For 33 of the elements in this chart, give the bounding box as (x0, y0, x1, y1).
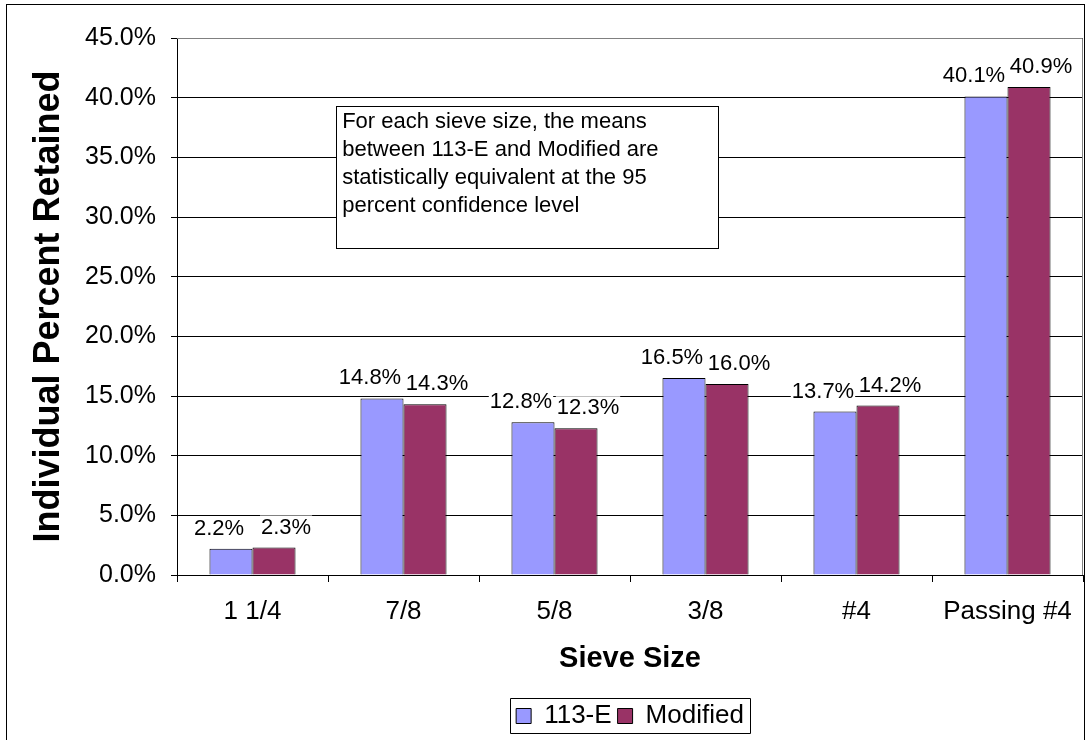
data-label: 16.0% (707, 350, 771, 376)
data-label: 14.3% (405, 370, 469, 396)
y-axis-title: Individual Percent Retained (25, 70, 67, 543)
data-label: 13.7% (791, 377, 855, 403)
y-tick-label: 45.0% (85, 21, 156, 50)
x-tick-label: 5/8 (536, 594, 573, 625)
legend-label: Modified (645, 699, 744, 730)
y-tick-label: 10.0% (85, 439, 156, 468)
data-label: 40.1% (942, 62, 1006, 88)
x-tick-label: 1 1/4 (223, 594, 282, 625)
x-tick-label: Passing #4 (943, 594, 1072, 625)
y-tick-label: 25.0% (85, 260, 156, 289)
x-tick-label: 7/8 (385, 594, 422, 625)
x-tick-label: #4 (842, 594, 871, 625)
x-axis-title: Sieve Size (559, 640, 701, 673)
y-tick-label: 20.0% (85, 320, 156, 349)
data-label: 2.3% (260, 513, 312, 539)
data-label: 2.2% (193, 514, 245, 540)
data-label: 14.2% (858, 371, 922, 397)
data-label: 12.3% (556, 394, 620, 420)
data-label: 14.8% (338, 364, 402, 390)
y-tick-label: 15.0% (85, 379, 156, 408)
y-tick-label: 30.0% (85, 200, 156, 229)
data-label: 12.8% (489, 388, 553, 414)
y-tick-label: 40.0% (85, 81, 156, 110)
legend-label: 113-E (544, 699, 612, 730)
data-label: 16.5% (640, 344, 704, 370)
y-tick-label: 5.0% (99, 499, 156, 528)
x-tick-label: 3/8 (687, 594, 724, 625)
note-box: For each sieve size, the means between 113-E and Modified are statistically equivalent at the 95 percent confidence level (336, 105, 719, 250)
y-tick-label: 35.0% (85, 141, 156, 170)
y-tick-label: 0.0% (99, 558, 156, 587)
data-label: 40.9% (1009, 52, 1073, 78)
